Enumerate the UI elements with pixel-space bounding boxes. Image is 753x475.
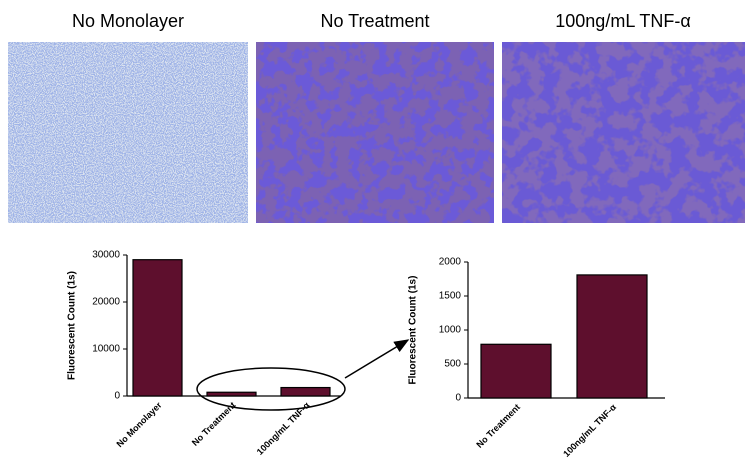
x-tick-label: 100ng/mL TNF-α [561,402,618,459]
panel-title: No Treatment [320,11,429,31]
y-tick-label: 1000 [439,325,462,336]
y-tick-label: 30000 [92,250,120,261]
arrow [344,339,410,379]
panel-title: 100ng/mL TNF-α [555,11,690,31]
y-tick-label: 1500 [439,291,462,302]
highlight-ellipse [196,367,346,411]
bar [280,386,331,397]
bar [480,343,552,399]
panel-title: No Monolayer [72,11,184,31]
y-tick-label: 0 [114,391,120,402]
y-axis-label: Fluorescent Count (1s) [408,276,419,385]
bar [206,391,257,397]
bar [576,274,648,399]
y-tick-label: 20000 [92,297,120,308]
micrograph [502,42,745,223]
x-tick-label: No Treatment [474,402,522,450]
y-axis-label: Fluorescent Count (1s) [67,271,78,380]
y-tick-label: 2000 [439,257,462,268]
x-tick-label: No Treatment [190,400,238,448]
y-tick-label: 0 [455,393,461,404]
y-tick-label: 10000 [92,344,120,355]
x-tick-label: 100ng/mL TNF-α [255,400,312,457]
y-tick-label: 500 [444,359,461,370]
bar [132,259,183,397]
x-tick-label: No Monolayer [114,400,164,450]
micrograph [8,42,248,223]
micrograph [256,42,494,223]
